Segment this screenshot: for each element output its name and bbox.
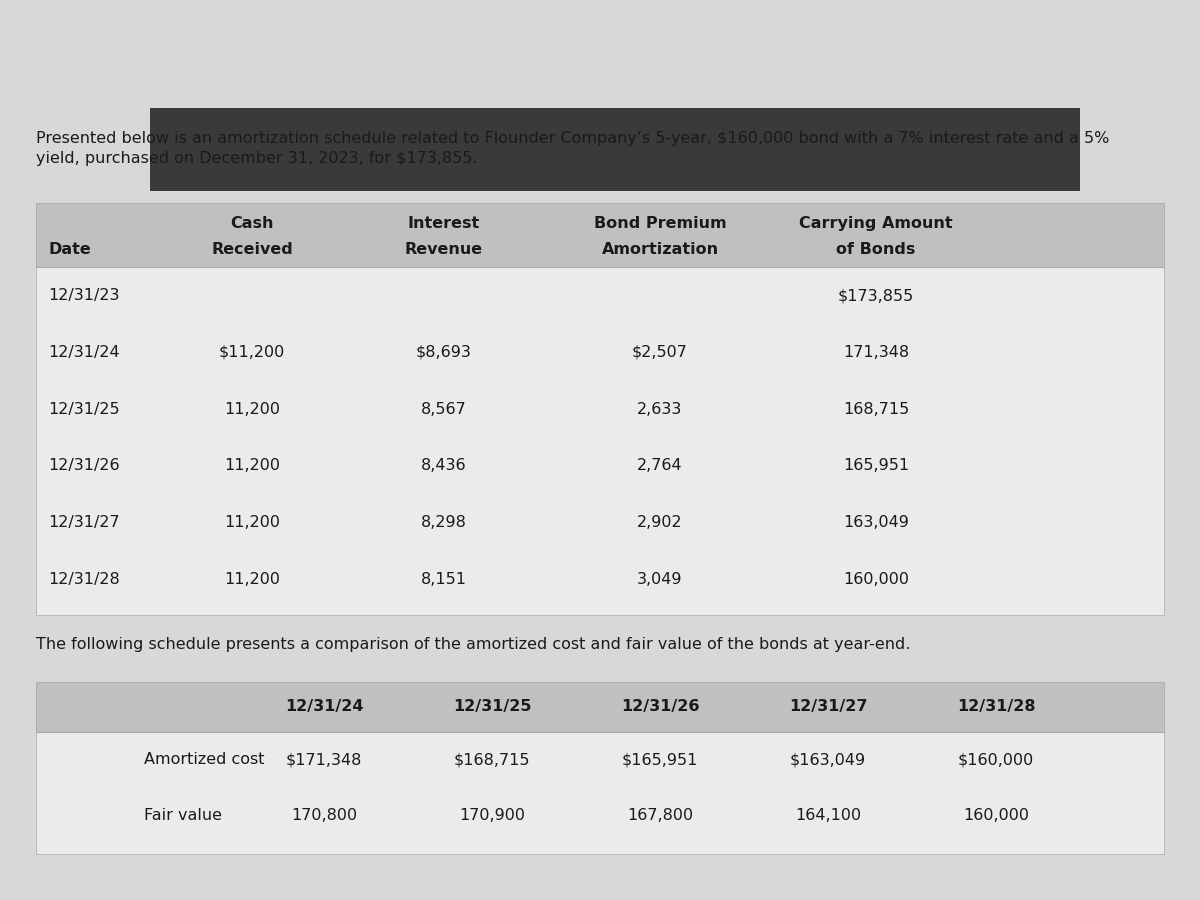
- Text: 12/31/28: 12/31/28: [956, 699, 1036, 715]
- Text: 165,951: 165,951: [842, 458, 910, 473]
- Text: 160,000: 160,000: [842, 572, 910, 587]
- Bar: [150, 108, 1080, 191]
- Text: 8,567: 8,567: [421, 401, 467, 417]
- Bar: [36, 202, 1164, 615]
- Text: Interest: Interest: [408, 216, 480, 230]
- Text: $168,715: $168,715: [454, 752, 530, 767]
- Text: 11,200: 11,200: [224, 458, 280, 473]
- Text: $8,693: $8,693: [416, 345, 472, 360]
- Text: 12/31/25: 12/31/25: [452, 699, 532, 715]
- Text: Cash: Cash: [230, 216, 274, 230]
- Text: The following schedule presents a comparison of the amortized cost and fair valu: The following schedule presents a compar…: [36, 637, 911, 652]
- Text: 12/31/25: 12/31/25: [48, 401, 120, 417]
- Text: 163,049: 163,049: [844, 515, 908, 530]
- Text: 12/31/28: 12/31/28: [48, 572, 120, 587]
- Text: $160,000: $160,000: [958, 752, 1034, 767]
- Text: 11,200: 11,200: [224, 515, 280, 530]
- Text: 2,902: 2,902: [637, 515, 683, 530]
- Text: 8,436: 8,436: [421, 458, 467, 473]
- Text: 12/31/26: 12/31/26: [48, 458, 120, 473]
- Text: Carrying Amount: Carrying Amount: [799, 216, 953, 230]
- Bar: [36, 682, 1164, 732]
- Text: 12/31/26: 12/31/26: [620, 699, 700, 715]
- Text: 8,151: 8,151: [421, 572, 467, 587]
- Text: 12/31/27: 12/31/27: [48, 515, 120, 530]
- Text: 12/31/27: 12/31/27: [788, 699, 868, 715]
- Text: 170,800: 170,800: [290, 808, 358, 823]
- Text: 167,800: 167,800: [626, 808, 694, 823]
- Text: 170,900: 170,900: [458, 808, 526, 823]
- Text: Presented below is an amortization schedule related to Flounder Company’s 5-year: Presented below is an amortization sched…: [36, 130, 1109, 166]
- Text: 11,200: 11,200: [224, 572, 280, 587]
- Text: 3,049: 3,049: [637, 572, 683, 587]
- Text: Fair value: Fair value: [144, 808, 222, 823]
- Text: 11,200: 11,200: [224, 401, 280, 417]
- Text: Amortized cost: Amortized cost: [144, 752, 264, 767]
- Text: $173,855: $173,855: [838, 288, 914, 303]
- Bar: [36, 682, 1164, 854]
- Text: 171,348: 171,348: [842, 345, 910, 360]
- Text: 164,100: 164,100: [794, 808, 862, 823]
- Text: 160,000: 160,000: [964, 808, 1030, 823]
- Text: 8,298: 8,298: [421, 515, 467, 530]
- Bar: [36, 202, 1164, 267]
- Text: $163,049: $163,049: [790, 752, 866, 767]
- Text: 12/31/23: 12/31/23: [48, 288, 120, 303]
- Text: Received: Received: [211, 242, 293, 256]
- Text: of Bonds: of Bonds: [836, 242, 916, 256]
- Text: Amortization: Amortization: [601, 242, 719, 256]
- Text: $2,507: $2,507: [632, 345, 688, 360]
- Text: 12/31/24: 12/31/24: [48, 345, 120, 360]
- Text: $165,951: $165,951: [622, 752, 698, 767]
- Text: Date: Date: [48, 242, 91, 256]
- Text: $171,348: $171,348: [286, 752, 362, 767]
- Text: 2,633: 2,633: [637, 401, 683, 417]
- Text: 2,764: 2,764: [637, 458, 683, 473]
- Text: $11,200: $11,200: [218, 345, 286, 360]
- Text: Bond Premium: Bond Premium: [594, 216, 726, 230]
- Text: Revenue: Revenue: [404, 242, 484, 256]
- Text: 168,715: 168,715: [842, 401, 910, 417]
- Text: 12/31/24: 12/31/24: [284, 699, 364, 715]
